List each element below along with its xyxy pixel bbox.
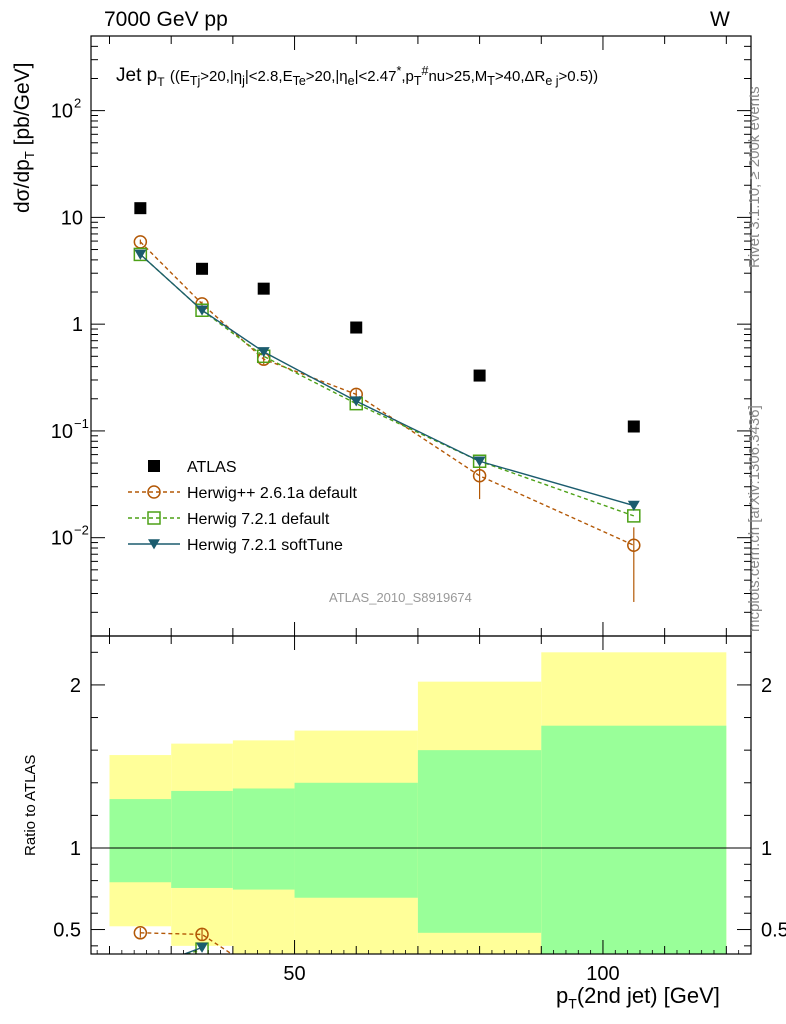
legend-label: Herwig 7.2.1 default — [187, 511, 330, 528]
legend-marker — [148, 460, 160, 472]
mcplots-label: mcplots.cern.ch [arXiv:1306.3436] — [746, 405, 763, 632]
y-tick-label: 10 — [51, 528, 73, 550]
data-point — [472, 454, 487, 468]
ratio-y-tick-label: 0.5 — [761, 920, 786, 942]
ratio-series — [133, 926, 270, 981]
plot-frames — [90, 35, 752, 955]
ratio-y-tick-label: 0.5 — [53, 920, 81, 942]
ratio-frame — [90, 635, 752, 955]
data-point — [350, 396, 363, 407]
y-tick-exponent: −2 — [74, 523, 89, 538]
data-point — [350, 321, 363, 334]
y-tick-exponent: 2 — [74, 96, 81, 111]
data-point — [472, 469, 487, 483]
data-point — [134, 202, 147, 215]
inner-band-bin — [294, 782, 418, 898]
inner-band-bin — [171, 790, 233, 888]
inner-band-bin — [109, 799, 172, 883]
data-point — [196, 305, 209, 316]
ratio-point — [134, 964, 146, 976]
data-point — [627, 500, 640, 511]
y-axis-label-ratio: Ratio to ATLAS — [22, 754, 39, 856]
ratio-point — [196, 942, 209, 953]
data-point — [627, 420, 640, 433]
legend-label: ATLAS — [187, 459, 237, 476]
legend-label: Herwig++ 2.6.1a default — [187, 485, 357, 502]
data-point — [195, 303, 209, 317]
ratio-point — [195, 927, 209, 942]
inner-band-bin — [541, 725, 727, 954]
legend: ATLAS Herwig++ 2.6.1a default Herwig 7.2.1… — [128, 459, 357, 554]
main-series — [133, 202, 641, 602]
legend-marker — [148, 539, 160, 550]
header-right: W — [710, 8, 730, 31]
y-tick-label: 10 — [51, 101, 73, 123]
ratio-y-tick-label: 2 — [761, 675, 772, 697]
y-tick-label: 1 — [72, 314, 83, 336]
ratio-y-tick-label: 1 — [70, 838, 81, 860]
data-point — [473, 456, 486, 467]
y-tick-label: 10 — [61, 207, 83, 229]
ratio-y-tick-label: 2 — [70, 675, 81, 697]
series-line — [139, 253, 635, 517]
data-point — [257, 282, 270, 295]
data-point — [257, 347, 270, 358]
data-point — [133, 247, 148, 262]
ratio-point — [258, 969, 270, 981]
data-point — [134, 249, 147, 260]
ratio-uncertainty-bands — [91, 652, 751, 954]
ratio-point — [133, 926, 148, 940]
header-left: 7000 GeV pp — [104, 8, 228, 31]
legend-marker — [147, 485, 161, 499]
legend-marker — [147, 511, 161, 525]
y-tick-label: 10 — [51, 421, 73, 443]
legend-label: Herwig 7.2.1 softTune — [187, 537, 343, 554]
data-point — [627, 538, 641, 552]
y-axis-label-main: dσ/dpT [pb/GeV] — [11, 62, 38, 213]
rivet-version-label: Rivet 3.1.10, ≥ 200k events — [746, 86, 763, 268]
inner-band-bin — [232, 788, 295, 890]
chart-title: Jet pT ((ETj>20,|ηj|<2.8,ETe>20,|ηe|<2.4… — [116, 64, 599, 89]
data-point — [196, 262, 209, 275]
series-line — [139, 253, 634, 507]
analysis-watermark: ATLAS_2010_S8919674 — [329, 590, 472, 605]
x-axis-label: pT(2nd jet) [GeV] — [556, 983, 720, 1012]
y-tick-exponent: −1 — [74, 416, 89, 431]
ratio-y-tick-label: 1 — [761, 838, 772, 860]
x-tick-label: 100 — [586, 963, 619, 985]
x-tick-label: 50 — [283, 963, 305, 985]
ratio-series-line — [182, 946, 203, 954]
inner-band-bin — [417, 750, 542, 933]
ratio-point — [134, 966, 146, 976]
data-point — [473, 369, 486, 382]
